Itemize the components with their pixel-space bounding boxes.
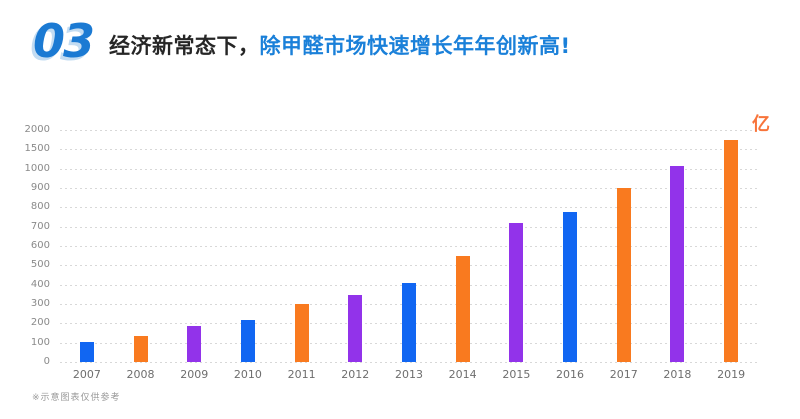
bar-2014 [455,255,470,362]
gridline [60,168,758,170]
bar-slot: 2014 [436,130,490,381]
unit-label: 亿 [752,114,770,135]
y-axis-tick-label: 300 [30,298,50,309]
x-axis-tick-label: 2012 [341,368,370,381]
bar-slot: 2009 [167,130,221,381]
y-axis-tick-label: 500 [30,259,50,271]
gridline [60,246,758,247]
gridline [60,130,758,131]
bar-slot: 2011 [275,130,329,381]
bar-slot: 2015 [490,130,544,381]
y-axis-tick-label: 0 [43,356,50,367]
x-axis-tick-label: 2016 [556,368,585,381]
x-axis-tick-label: 2011 [287,368,316,381]
x-axis-tick-label: 2015 [502,368,531,381]
y-axis-tick-label: 600 [30,240,50,251]
x-axis-tick-label: 2017 [609,368,638,381]
gridline [60,362,758,363]
y-axis-tick-label: 400 [30,278,50,290]
y-axis-tick-label: 900 [30,182,50,193]
y-axis-tick-label: 200 [30,317,50,329]
bar-2013 [401,282,416,362]
bar-2011 [294,304,309,362]
gridline [60,188,758,189]
header: 03 经济新常态下，除甲醛市场快速增长年年创新高! [33,14,571,68]
bars: 2007 2008 2009 2010 2011 2012 2013 2014 2015 2016… [60,130,758,381]
y-axis-tick-label: 800 [30,201,50,213]
bar-slot: 2018 [651,130,705,381]
y-axis-tick-label: 1000 [24,162,50,174]
bar-2019 [724,140,739,362]
gridline [60,265,758,267]
bar-slot: 2010 [221,130,275,381]
bar-2012 [348,295,363,362]
page-title-highlight-part: 除甲醛市场快速增长年年创新高! [259,33,571,58]
bar-slot: 2007 [60,130,114,381]
gridline [60,149,758,151]
bar-2009 [187,326,202,362]
bar-slot: 2013 [382,130,436,381]
bar-2010 [240,320,255,362]
y-axis-tick-label: 1500 [24,143,50,155]
plot-area: 2007 2008 2009 2010 2011 2012 2013 2014 2015 2016… [60,130,758,381]
y-axis-tick-label: 2000 [24,124,50,135]
bar-slot: 2016 [543,130,597,381]
bar-2015 [509,222,524,362]
bar-slot: 2017 [597,130,651,381]
page-title-black-part: 经济新常态下， [109,33,260,58]
footnote: ※示意图表仅供参考 [32,393,121,403]
x-axis-tick-label: 2018 [663,368,692,381]
x-axis-tick-label: 2008 [126,368,155,381]
bar-slot: 2012 [328,130,382,381]
x-axis-tick-label: 2014 [448,368,477,381]
x-axis-tick-label: 2010 [233,368,262,381]
x-axis-tick-label: 2007 [72,368,101,381]
bar-2017 [616,188,631,362]
x-axis-tick-label: 2019 [717,368,746,381]
bar-slot: 2019 [704,130,758,381]
page-title: 经济新常态下，除甲醛市场快速增长年年创新高! [109,34,571,59]
x-axis-tick-label: 2013 [394,368,423,381]
bar-2008 [133,335,148,362]
bar-slot: 2008 [114,130,168,381]
gridline [60,207,758,209]
x-axis-tick-label: 2009 [180,368,209,381]
y-axis-tick-label: 700 [30,220,50,232]
bar-2007 [79,341,94,362]
section-number: 03 [33,14,95,68]
bar-2018 [670,166,685,362]
bar-2016 [563,212,578,362]
y-axis: 0 100 200 300 400 500 600 700 800 900 1000 1500 2000 [10,124,54,367]
gridline [60,226,758,228]
y-axis-tick-label: 100 [30,336,50,348]
